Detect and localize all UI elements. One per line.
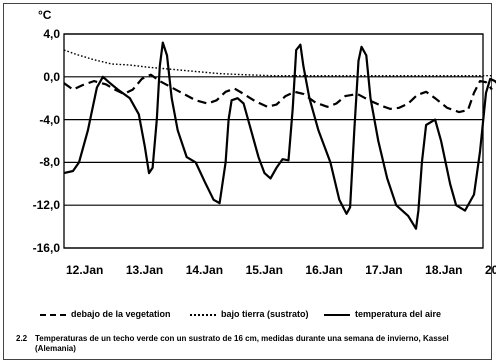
x-tick-label: 13.Jan — [125, 263, 164, 277]
y-tick-label: -4,0 — [39, 112, 60, 127]
x-tick-label: 18.Jan — [425, 263, 463, 277]
legend-label: temperatura del aire — [355, 309, 442, 319]
x-tick-label: 2001 — [485, 263, 496, 277]
solid-line-swatch — [324, 313, 350, 316]
y-tick-label: -16,0 — [32, 241, 60, 255]
caption-text: Temperaturas de un techo verde con un su… — [35, 334, 449, 353]
y-tick-label: -12,0 — [32, 198, 60, 213]
dotted-line-swatch — [190, 313, 216, 316]
series-line-dashed — [63, 73, 493, 114]
series-line-solid — [63, 41, 496, 230]
legend-label: bajo tierra (sustrato) — [221, 309, 309, 319]
y-tick-label: 0,0 — [43, 69, 60, 84]
series-layer — [63, 41, 496, 230]
y-tick-label: -8,0 — [39, 155, 60, 170]
y-tick-label: 4,0 — [43, 27, 60, 41]
gridlines — [64, 33, 483, 249]
y-axis-unit-label: °C — [38, 8, 52, 22]
caption-number: 2.2 — [16, 334, 28, 343]
legend-label: debajo de la vegetation — [71, 309, 171, 319]
legend-item-air: temperatura del aire — [324, 307, 441, 321]
legend-item-substrate: bajo tierra (sustrato) — [190, 307, 309, 321]
x-tick-label: 12.Jan — [66, 263, 104, 277]
x-tick-label: 14.Jan — [185, 263, 224, 277]
legend-item-vegetation: debajo de la vegetation — [40, 307, 171, 321]
dashed-line-swatch — [40, 313, 66, 316]
figure-frame — [3, 3, 492, 360]
x-tick-label: 16.Jan — [305, 263, 343, 277]
x-tick-label: 17.Jan — [365, 263, 403, 277]
plot-border — [63, 33, 484, 249]
series-line-dotted — [63, 49, 492, 77]
x-tick-label: 15.Jan — [245, 263, 283, 277]
